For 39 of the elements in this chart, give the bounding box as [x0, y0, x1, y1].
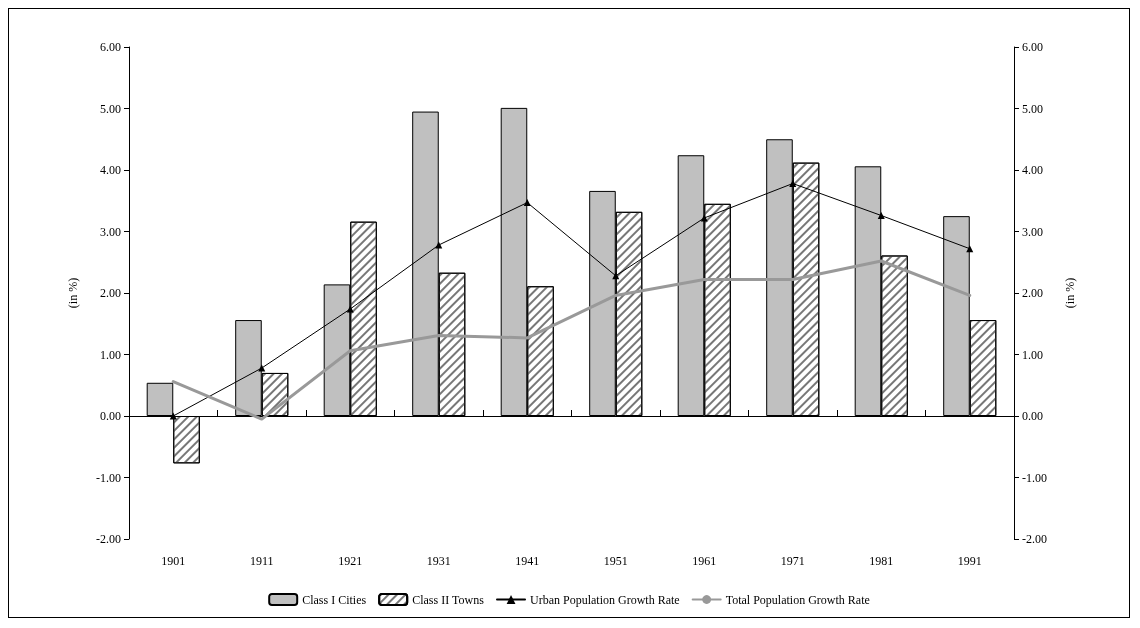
y-tick-label: 6.00 [100, 40, 121, 54]
y-tick-label: 1.00 [100, 347, 121, 362]
x-tick-label: 1901 [161, 554, 186, 568]
point [258, 364, 266, 372]
y2-tick-label: 5.00 [1022, 101, 1043, 116]
y-tick-label: -2.00 [96, 532, 121, 546]
x-tick-label: 1911 [249, 554, 274, 568]
y-axis-title: (in %) [66, 277, 80, 309]
y-tick-label: 0.00 [100, 409, 121, 423]
x-tick-label: 1971 [780, 554, 805, 568]
x-tick-label: 1981 [869, 554, 894, 568]
y-tick-label: 3.00 [100, 224, 121, 239]
y2-tick-label: 2.00 [1022, 286, 1043, 300]
point [169, 412, 177, 420]
y-tick-label: -1.00 [96, 470, 121, 485]
y2-tick-label: -2.00 [1022, 532, 1047, 546]
y2-axis-title: (in %) [1063, 277, 1077, 309]
point [877, 212, 885, 220]
y2-tick-label: 6.00 [1022, 40, 1043, 54]
legend-label: Urban Population Growth Rate [530, 592, 680, 607]
x-tick-label: 1961 [692, 554, 717, 568]
x-tick-label: 1991 [957, 554, 982, 568]
x-tick-label: 1951 [603, 554, 628, 568]
line-series [171, 259, 972, 421]
x-tick-label: 1921 [338, 554, 363, 568]
x-tick-label: 1931 [426, 554, 451, 568]
y-tick-label: 5.00 [100, 101, 121, 116]
x-tick-label: 1941 [515, 554, 540, 568]
y2-tick-label: 3.00 [1022, 224, 1043, 239]
y2-tick-label: 4.00 [1022, 163, 1043, 177]
y2-tick-label: 0.00 [1022, 409, 1043, 423]
y2-tick-label: 1.00 [1022, 347, 1043, 362]
legend-label: Class II Towns [412, 592, 485, 607]
y2-tick-label: -1.00 [1022, 470, 1047, 485]
legend-label: Total Population Growth Rate [725, 592, 870, 607]
y-tick-label: 4.00 [100, 163, 121, 177]
point [435, 241, 443, 249]
y-tick-label: 2.00 [100, 286, 121, 300]
legend-label: Class I Cities [302, 592, 367, 607]
